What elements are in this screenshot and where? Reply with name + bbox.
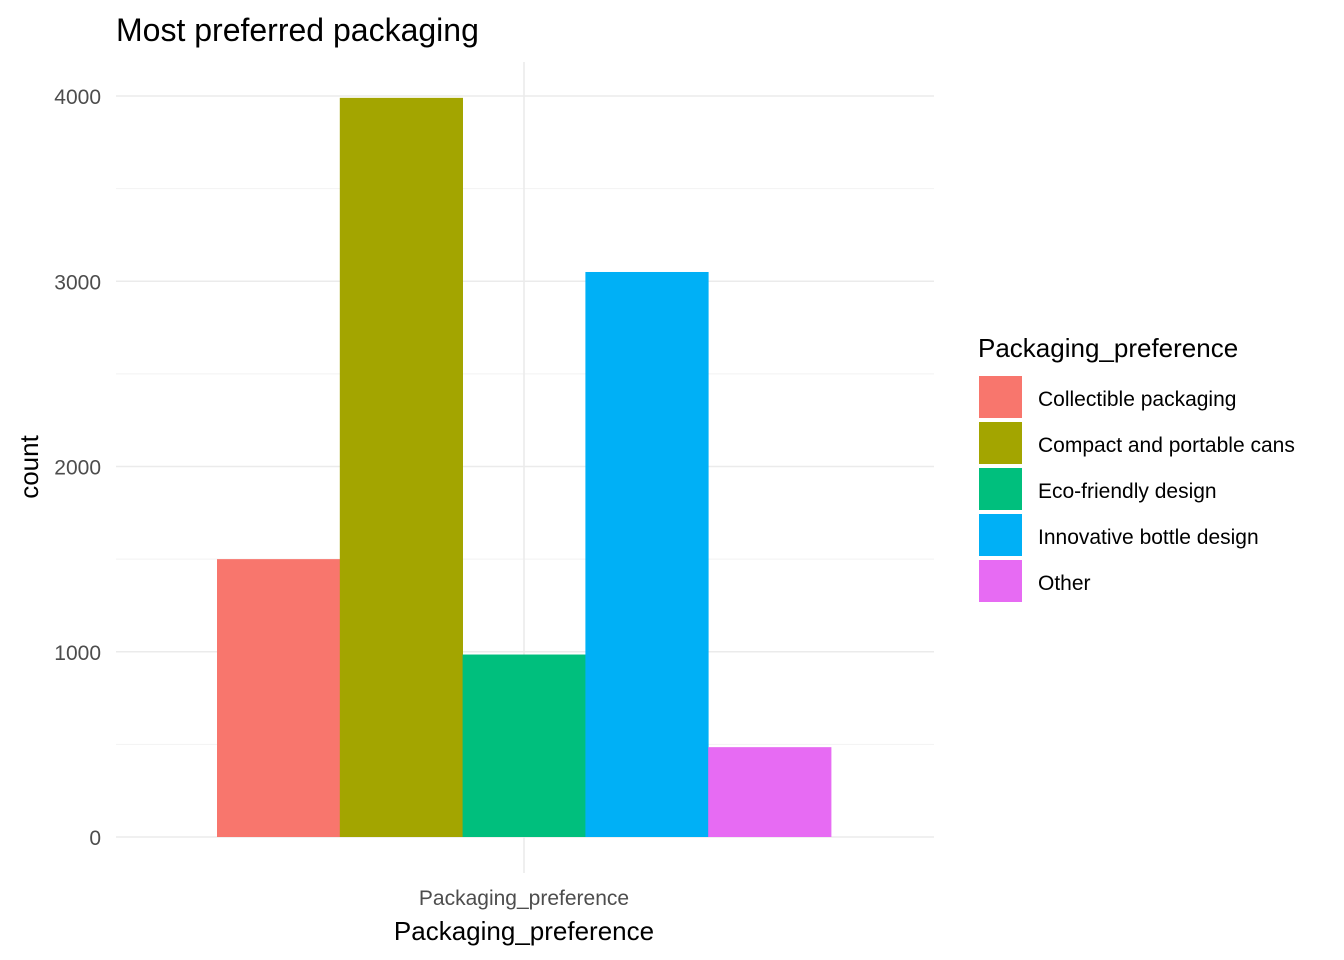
chart-title: Most preferred packaging [116, 12, 479, 48]
bar-eco-friendly-design [462, 654, 586, 837]
legend: Packaging_preference Collectible packagi… [978, 333, 1295, 602]
y-tick-label: 4000 [54, 86, 101, 109]
y-axis-title: count [14, 434, 44, 498]
legend-key [979, 468, 1022, 510]
legend-key [979, 514, 1022, 556]
legend-label: Other [1038, 572, 1091, 595]
bar-collectible-packaging [217, 559, 341, 837]
legend-key [979, 422, 1022, 464]
legend-label: Collectible packaging [1038, 388, 1236, 411]
y-tick-label: 2000 [54, 457, 101, 480]
legend-label: Eco-friendly design [1038, 480, 1217, 503]
y-axis-ticks: 0 1000 2000 3000 4000 [54, 86, 101, 850]
legend-title: Packaging_preference [978, 333, 1238, 363]
bars [217, 97, 832, 838]
y-tick-label: 3000 [54, 271, 101, 294]
y-tick-label: 0 [89, 827, 101, 850]
legend-label: Compact and portable cans [1038, 434, 1295, 457]
x-tick-label: Packaging_preference [419, 887, 629, 910]
y-tick-label: 1000 [54, 642, 101, 665]
legend-label: Innovative bottle design [1038, 526, 1259, 549]
legend-key [979, 376, 1022, 418]
bar-innovative-bottle-design [585, 271, 709, 837]
x-axis-ticks: Packaging_preference [419, 887, 629, 910]
x-axis-title: Packaging_preference [394, 916, 654, 946]
bar-other [708, 747, 832, 837]
bar-compact-and-portable-cans [339, 97, 463, 838]
legend-key [979, 560, 1022, 602]
